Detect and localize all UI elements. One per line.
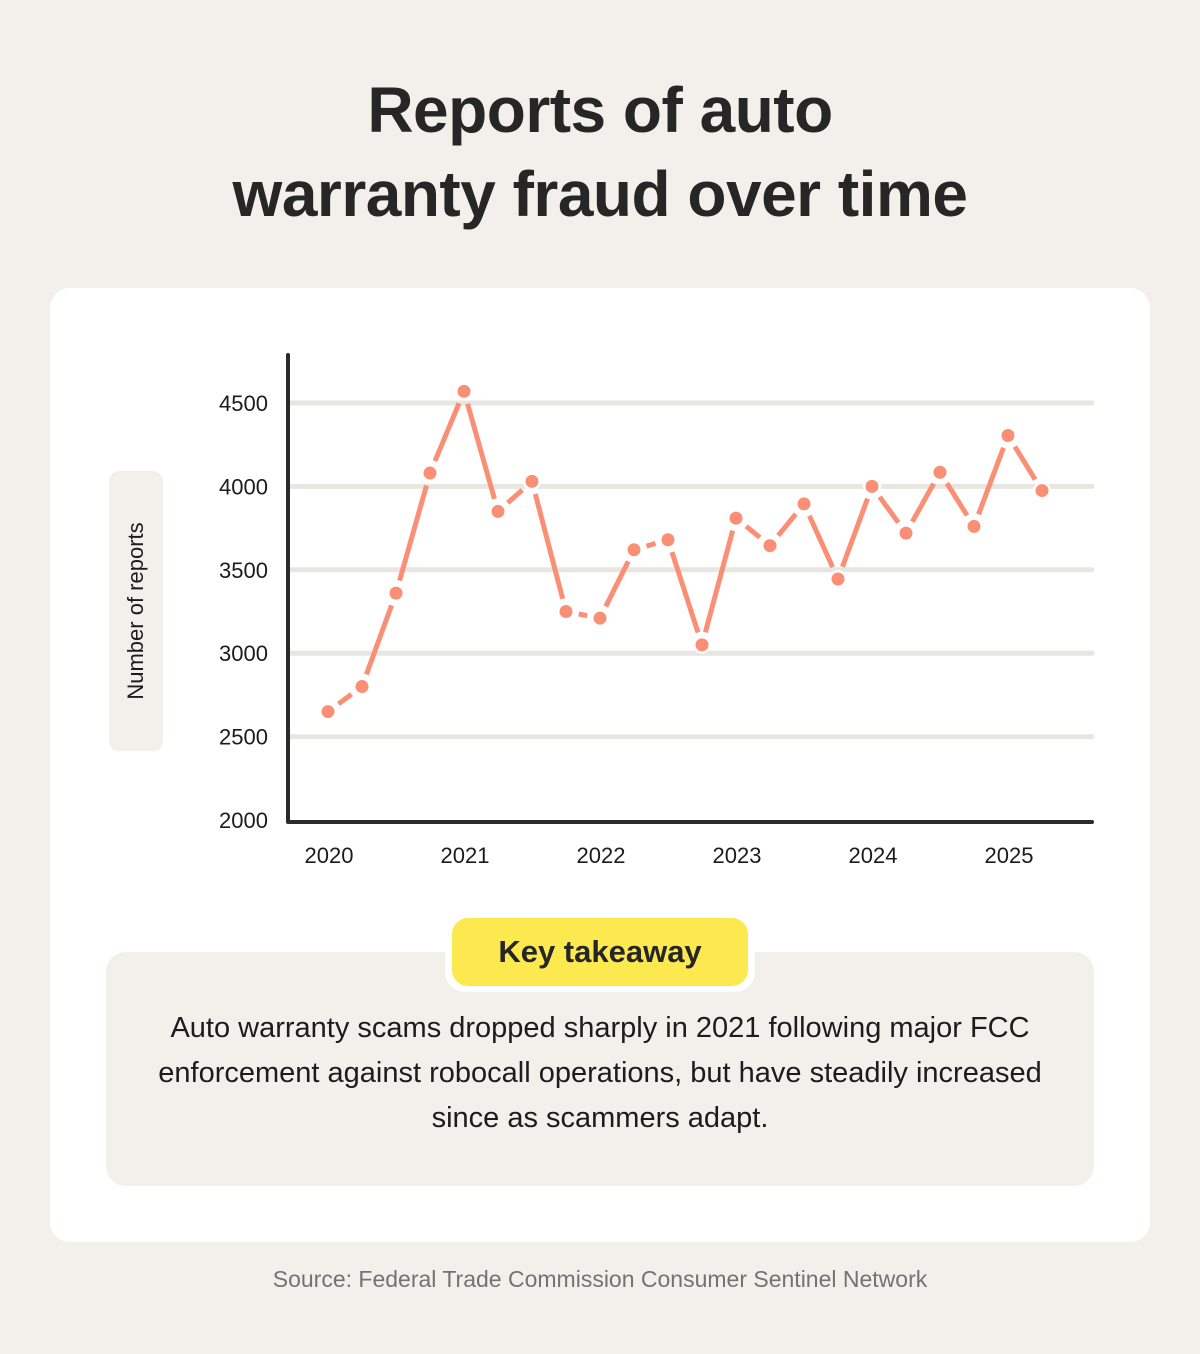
series-segment xyxy=(397,484,429,582)
data-point-marker xyxy=(967,519,981,533)
series-segment xyxy=(336,692,354,706)
data-point-marker xyxy=(627,543,641,557)
data-point-marker xyxy=(593,611,607,625)
data-point-marker xyxy=(389,586,403,600)
y-axis xyxy=(286,353,1094,824)
x-tick-label: 2020 xyxy=(305,843,354,868)
y-axis-label-pill xyxy=(109,471,163,751)
data-point-marker xyxy=(1035,484,1049,498)
takeaway-badge: Key takeaway xyxy=(452,918,748,986)
y-tick-label: 2500 xyxy=(219,725,268,750)
series-segment xyxy=(976,446,1006,516)
grid-lines xyxy=(287,400,1095,740)
data-point-marker xyxy=(1001,429,1015,443)
data-point-marker xyxy=(899,526,913,540)
y-tick-label: 3000 xyxy=(219,641,268,666)
series-segment xyxy=(776,512,798,538)
data-point-marker xyxy=(525,474,539,488)
x-tick-labels: 2020 2021 2022 2023 2024 2025 xyxy=(305,843,1034,868)
data-point-marker xyxy=(423,466,437,480)
data-point-marker xyxy=(797,497,811,511)
x-tick-label: 2022 xyxy=(577,843,626,868)
series-segment xyxy=(910,482,936,523)
series-segment xyxy=(702,530,736,633)
series-segment xyxy=(669,551,701,634)
data-point-marker xyxy=(559,605,573,618)
title-line-1: Reports of auto xyxy=(367,74,833,146)
series-segment xyxy=(807,514,835,569)
data-point-marker xyxy=(457,384,471,398)
data-point-marker xyxy=(661,533,675,547)
y-tick-label: 2000 xyxy=(219,808,268,833)
series-segment xyxy=(506,488,524,505)
series-segment xyxy=(944,481,970,517)
data-point-marker xyxy=(355,680,369,694)
x-tick-label: 2021 xyxy=(441,843,490,868)
series-segment xyxy=(532,493,566,600)
title-line-2: warranty fraud over time xyxy=(232,158,968,230)
y-tick-label: 4500 xyxy=(219,391,268,416)
y-tick-label: 4000 xyxy=(219,474,268,499)
source-note: Source: Federal Trade Commission Consume… xyxy=(272,1266,928,1292)
data-point-marker xyxy=(865,479,879,493)
series-segment xyxy=(744,524,762,540)
series-segment xyxy=(1012,445,1038,481)
series-segment xyxy=(432,402,462,463)
series-segment xyxy=(578,611,588,619)
y-tick-labels: 2000 2500 3000 3500 4000 4500 xyxy=(219,391,268,833)
x-tick-label: 2023 xyxy=(713,843,762,868)
data-point-marker xyxy=(933,465,947,479)
x-tick-label: 2024 xyxy=(849,843,898,868)
data-point-marker xyxy=(729,511,743,525)
series-segment xyxy=(645,541,657,549)
data-point-marker xyxy=(491,504,505,518)
data-point-marker xyxy=(695,638,709,652)
takeaway-text: Auto warranty scams dropped sharply in 2… xyxy=(158,1012,1042,1134)
page-title: Reports of auto warranty fraud over time xyxy=(0,68,1200,236)
series-segment xyxy=(877,495,901,525)
data-point-marker xyxy=(831,572,845,586)
series-segment xyxy=(603,560,631,608)
data-point-marker xyxy=(763,539,777,553)
y-tick-label: 3500 xyxy=(219,558,268,583)
series-segment xyxy=(465,403,497,500)
data-series xyxy=(319,382,1051,721)
series-segment xyxy=(364,604,394,676)
x-tick-label: 2025 xyxy=(985,843,1034,868)
data-point-marker xyxy=(321,705,335,719)
series-segment xyxy=(840,497,870,568)
